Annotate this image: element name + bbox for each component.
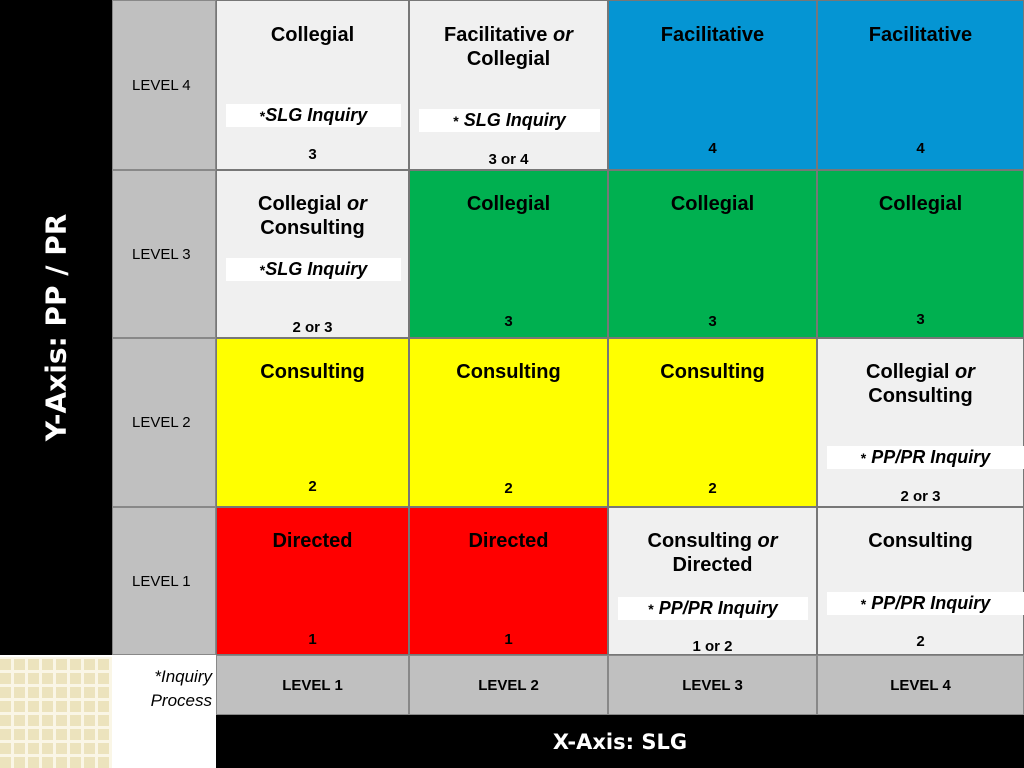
x-axis-label: X-Axis: SLG	[552, 729, 688, 754]
row-label-level-4: LEVEL 4	[112, 0, 216, 170]
inquiry-process-note: *Inquiry Process	[150, 667, 212, 710]
grid-cell: Collegial 3	[409, 170, 608, 338]
cell-title: Directed	[272, 530, 353, 552]
cell-value: 2	[708, 480, 717, 497]
row-label-level-1: LEVEL 1	[112, 507, 216, 655]
cell-title: Directed	[468, 530, 549, 552]
cell-value: 1	[504, 631, 513, 648]
cell-title: Consulting	[660, 361, 765, 383]
grid-cell: Collegial or Consulting * PP/PR Inquiry 2…	[817, 338, 1024, 507]
cell-value: 4	[708, 140, 717, 157]
grid-cell: Consulting 2	[409, 338, 608, 507]
cell-title: Consulting or Directed	[647, 530, 778, 576]
cell-title: Consulting	[456, 361, 561, 383]
y-axis-band	[0, 0, 112, 655]
cell-title: Collegial or Consulting	[258, 193, 367, 239]
cell-value: 2 or 3	[292, 319, 333, 336]
cell-value: 2	[308, 478, 317, 495]
cell-value: 4	[916, 140, 925, 157]
grid-cell: Consulting * PP/PR Inquiry 2	[817, 507, 1024, 655]
cell-title: Consulting	[868, 530, 973, 552]
inquiry-tag: * SLG Inquiry	[419, 109, 600, 132]
col-label-level-1: LEVEL 1	[216, 655, 409, 715]
col-label-level-4: LEVEL 4	[817, 655, 1024, 715]
x-axis-band: X-Axis: SLG	[216, 715, 1024, 768]
decorative-tile-pattern	[0, 655, 112, 768]
cell-title: Facilitative or Collegial	[444, 24, 573, 70]
cell-value: 3 or 4	[488, 151, 529, 168]
grid-cell: Collegial or Consulting *SLG Inquiry 2 or…	[216, 170, 409, 338]
cell-title: Collegial	[878, 193, 963, 215]
grid-cell: Collegial 3	[817, 170, 1024, 338]
grid-cell: Consulting or Directed * PP/PR Inquiry 1 …	[608, 507, 817, 655]
cell-value: 3	[308, 146, 317, 163]
inquiry-tag: *SLG Inquiry	[226, 258, 401, 281]
grid-cell: Directed 1	[409, 507, 608, 655]
grid-cell: Consulting 2	[216, 338, 409, 507]
cell-value: 3	[504, 313, 513, 330]
col-label-level-2: LEVEL 2	[409, 655, 608, 715]
grid-cell: Facilitative or Collegial * SLG Inquiry 3…	[409, 0, 608, 170]
cell-value: 3	[916, 311, 925, 328]
inquiry-tag: * PP/PR Inquiry	[827, 592, 1024, 615]
inquiry-tag: *SLG Inquiry	[226, 104, 401, 127]
col-label-level-3: LEVEL 3	[608, 655, 817, 715]
inquiry-tag: * PP/PR Inquiry	[618, 597, 808, 620]
grid-cell: Consulting 2	[608, 338, 817, 507]
inquiry-tag: * PP/PR Inquiry	[827, 446, 1024, 469]
cell-value: 2	[504, 480, 513, 497]
grid-cell: Directed 1	[216, 507, 409, 655]
cell-title: Facilitative	[660, 24, 765, 46]
cell-value: 1	[308, 631, 317, 648]
cell-value: 1 or 2	[692, 638, 733, 655]
cell-value: 2 or 3	[900, 488, 941, 505]
row-label-level-3: LEVEL 3	[112, 170, 216, 338]
grid-cell: Collegial 3	[608, 170, 817, 338]
grid-cell: Collegial *SLG Inquiry 3	[216, 0, 409, 170]
grid-cell: Facilitative 4	[608, 0, 817, 170]
cell-title: Collegial	[670, 193, 755, 215]
cell-title: Collegial	[466, 193, 551, 215]
y-axis-label: Y-Axis: PP / PR	[39, 213, 73, 442]
cell-title: Consulting	[260, 361, 365, 383]
cell-value: 2	[916, 633, 925, 650]
cell-title: Facilitative	[868, 24, 973, 46]
cell-value: 3	[708, 313, 717, 330]
cell-title: Collegial	[270, 24, 355, 46]
grid-cell: Facilitative 4	[817, 0, 1024, 170]
cell-title: Collegial or Consulting	[866, 361, 975, 407]
row-label-level-2: LEVEL 2	[112, 338, 216, 507]
